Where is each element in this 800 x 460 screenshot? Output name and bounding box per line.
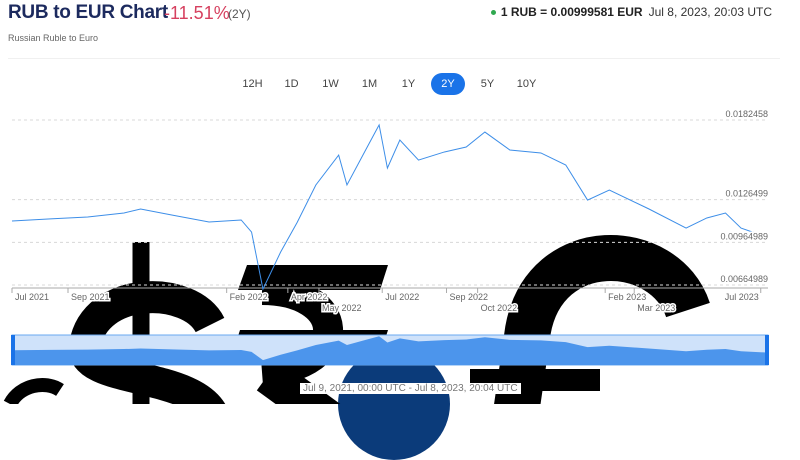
x-tick-label: Mar 2023 bbox=[637, 303, 675, 313]
range-text: Jul 9, 2021, 00:00 UTC - Jul 8, 2023, 20… bbox=[300, 383, 521, 394]
pair-subtitle: Russian Ruble to Euro bbox=[8, 33, 99, 43]
x-tick-label: Sep 2022 bbox=[450, 292, 489, 302]
x-tick-label: Jul 2023 bbox=[725, 292, 759, 302]
rate-timestamp: Jul 8, 2023, 20:03 UTC bbox=[648, 5, 772, 19]
x-tick-label: Feb 2022 bbox=[230, 292, 268, 302]
x-tick-label: Jul 2022 bbox=[385, 292, 419, 302]
divider bbox=[8, 58, 780, 59]
rate-chart: 0.0182458 0.0126499 0.00964989 0.00664989 Ju… bbox=[11, 108, 770, 366]
live-dot-icon bbox=[490, 10, 496, 16]
change-percent: -11.51% bbox=[164, 3, 230, 23]
change-period: (2Y) bbox=[228, 7, 251, 21]
navigator-right-handle[interactable] bbox=[765, 335, 769, 365]
y-tick-label: 0.0126499 bbox=[725, 189, 768, 199]
rate-value: 1 RUB = 0.00999581 EUR bbox=[500, 5, 643, 19]
navigator-area bbox=[12, 336, 768, 365]
range-button-1y[interactable]: 1Y bbox=[401, 78, 416, 90]
rupee-bowl bbox=[260, 275, 343, 387]
x-tick-label: May 2022 bbox=[322, 303, 362, 313]
y-tick-label: 0.0182458 bbox=[725, 109, 768, 119]
range-button-5y[interactable]: 5Y bbox=[480, 78, 495, 90]
page-title: RUB to EUR Chart bbox=[8, 2, 168, 23]
x-tick-label: Oct 2022 bbox=[481, 303, 518, 313]
range-button-10y[interactable]: 10Y bbox=[516, 78, 537, 90]
range-selector: 12H 1D 1W 1M 1Y 2Y 5Y 10Y bbox=[233, 73, 546, 95]
range-button-1m[interactable]: 1M bbox=[361, 78, 378, 90]
live-rate: 1 RUB = 0.00999581 EUR Jul 8, 2023, 20:03… bbox=[490, 5, 772, 19]
range-button-12h[interactable]: 12H bbox=[242, 78, 263, 90]
dollar-lower-arc bbox=[3, 377, 64, 404]
y-tick-label: 0.00964989 bbox=[720, 231, 768, 241]
range-button-1w[interactable]: 1W bbox=[322, 78, 339, 90]
rate-line bbox=[11, 123, 769, 291]
x-tick-label: Sep 2021 bbox=[71, 292, 110, 302]
x-tick-label: Feb 2023 bbox=[608, 292, 646, 302]
range-button-2y[interactable]: 2Y bbox=[431, 73, 465, 95]
rupee-leg bbox=[256, 359, 341, 404]
y-tick-label: 0.00664989 bbox=[720, 274, 768, 284]
x-tick-label: Jul 2021 bbox=[15, 292, 49, 302]
x-tick-label: Apr 2022 bbox=[291, 292, 328, 302]
navigator-left-handle[interactable] bbox=[11, 335, 15, 365]
range-button-1d[interactable]: 1D bbox=[284, 78, 299, 90]
